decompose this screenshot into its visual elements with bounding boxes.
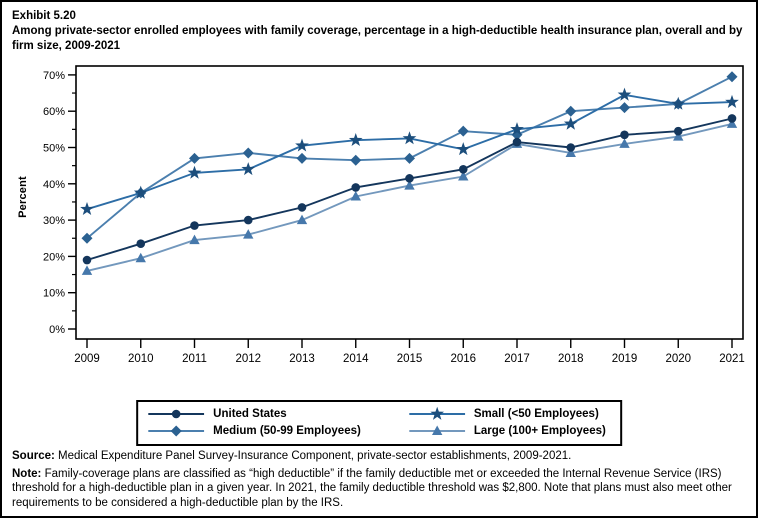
note-label: Note: bbox=[12, 467, 42, 480]
svg-text:50%: 50% bbox=[43, 143, 65, 155]
legend-item-medium-firms: Medium (50-99 Employees) bbox=[148, 423, 361, 439]
series-united-states bbox=[82, 114, 737, 265]
source-text: Medical Expenditure Panel Survey-Insuran… bbox=[54, 450, 572, 462]
svg-text:60%: 60% bbox=[43, 106, 65, 118]
star-marker-icon bbox=[408, 406, 465, 420]
svg-text:10%: 10% bbox=[43, 288, 65, 300]
svg-text:2012: 2012 bbox=[235, 353, 261, 365]
method-note: Note: Family-coverage plans are classifi… bbox=[12, 467, 754, 511]
svg-text:2020: 2020 bbox=[665, 353, 691, 365]
svg-text:2009: 2009 bbox=[74, 353, 100, 365]
svg-text:2010: 2010 bbox=[128, 353, 154, 365]
legend-label: Medium (50-99 Employees) bbox=[213, 425, 361, 437]
svg-text:2017: 2017 bbox=[504, 353, 530, 365]
series-medium-50-99-employees bbox=[81, 71, 738, 244]
series-small-50-employees bbox=[80, 87, 739, 216]
legend-item-small-firms: Small (<50 Employees) bbox=[408, 406, 606, 422]
figure-title: Among private-sector enrolled employees … bbox=[12, 25, 743, 52]
line-chart: 0% 10% 20% 30% 40% 50% 60% 70% 2009 2010 2011 2012 2… bbox=[43, 65, 745, 365]
svg-text:2016: 2016 bbox=[450, 353, 476, 365]
chart-legend: United States Small (<50 Employees) Medi… bbox=[136, 400, 622, 446]
circle-marker-icon bbox=[148, 409, 205, 419]
svg-text:2013: 2013 bbox=[289, 353, 315, 365]
svg-text:2019: 2019 bbox=[612, 353, 638, 365]
series-large-100-employees bbox=[81, 118, 738, 275]
svg-text:2015: 2015 bbox=[397, 353, 423, 365]
source-label: Source: bbox=[12, 450, 55, 462]
source-note: Source: Medical Expenditure Panel Survey… bbox=[12, 449, 754, 464]
svg-text:70%: 70% bbox=[43, 70, 65, 82]
legend-label: Small (<50 Employees) bbox=[473, 408, 599, 420]
svg-text:30%: 30% bbox=[43, 215, 65, 227]
triangle-marker-icon bbox=[408, 425, 465, 435]
note-text: Family-coverage plans are classified as … bbox=[12, 467, 732, 509]
legend-item-united-states: United States bbox=[148, 406, 361, 422]
footnotes: Source: Medical Expenditure Panel Survey… bbox=[12, 449, 754, 510]
diamond-marker-icon bbox=[148, 425, 205, 437]
svg-text:20%: 20% bbox=[43, 251, 65, 263]
svg-text:2011: 2011 bbox=[182, 353, 207, 365]
svg-text:2021: 2021 bbox=[719, 353, 745, 365]
svg-text:2014: 2014 bbox=[343, 353, 369, 365]
svg-text:40%: 40% bbox=[43, 179, 65, 191]
svg-text:2018: 2018 bbox=[558, 353, 584, 365]
legend-label: United States bbox=[213, 408, 287, 420]
legend-item-large-firms: Large (100+ Employees) bbox=[408, 423, 606, 439]
svg-text:0%: 0% bbox=[49, 324, 65, 336]
legend-label: Large (100+ Employees) bbox=[473, 425, 606, 437]
exhibit-number: Exhibit 5.20 bbox=[12, 10, 76, 22]
